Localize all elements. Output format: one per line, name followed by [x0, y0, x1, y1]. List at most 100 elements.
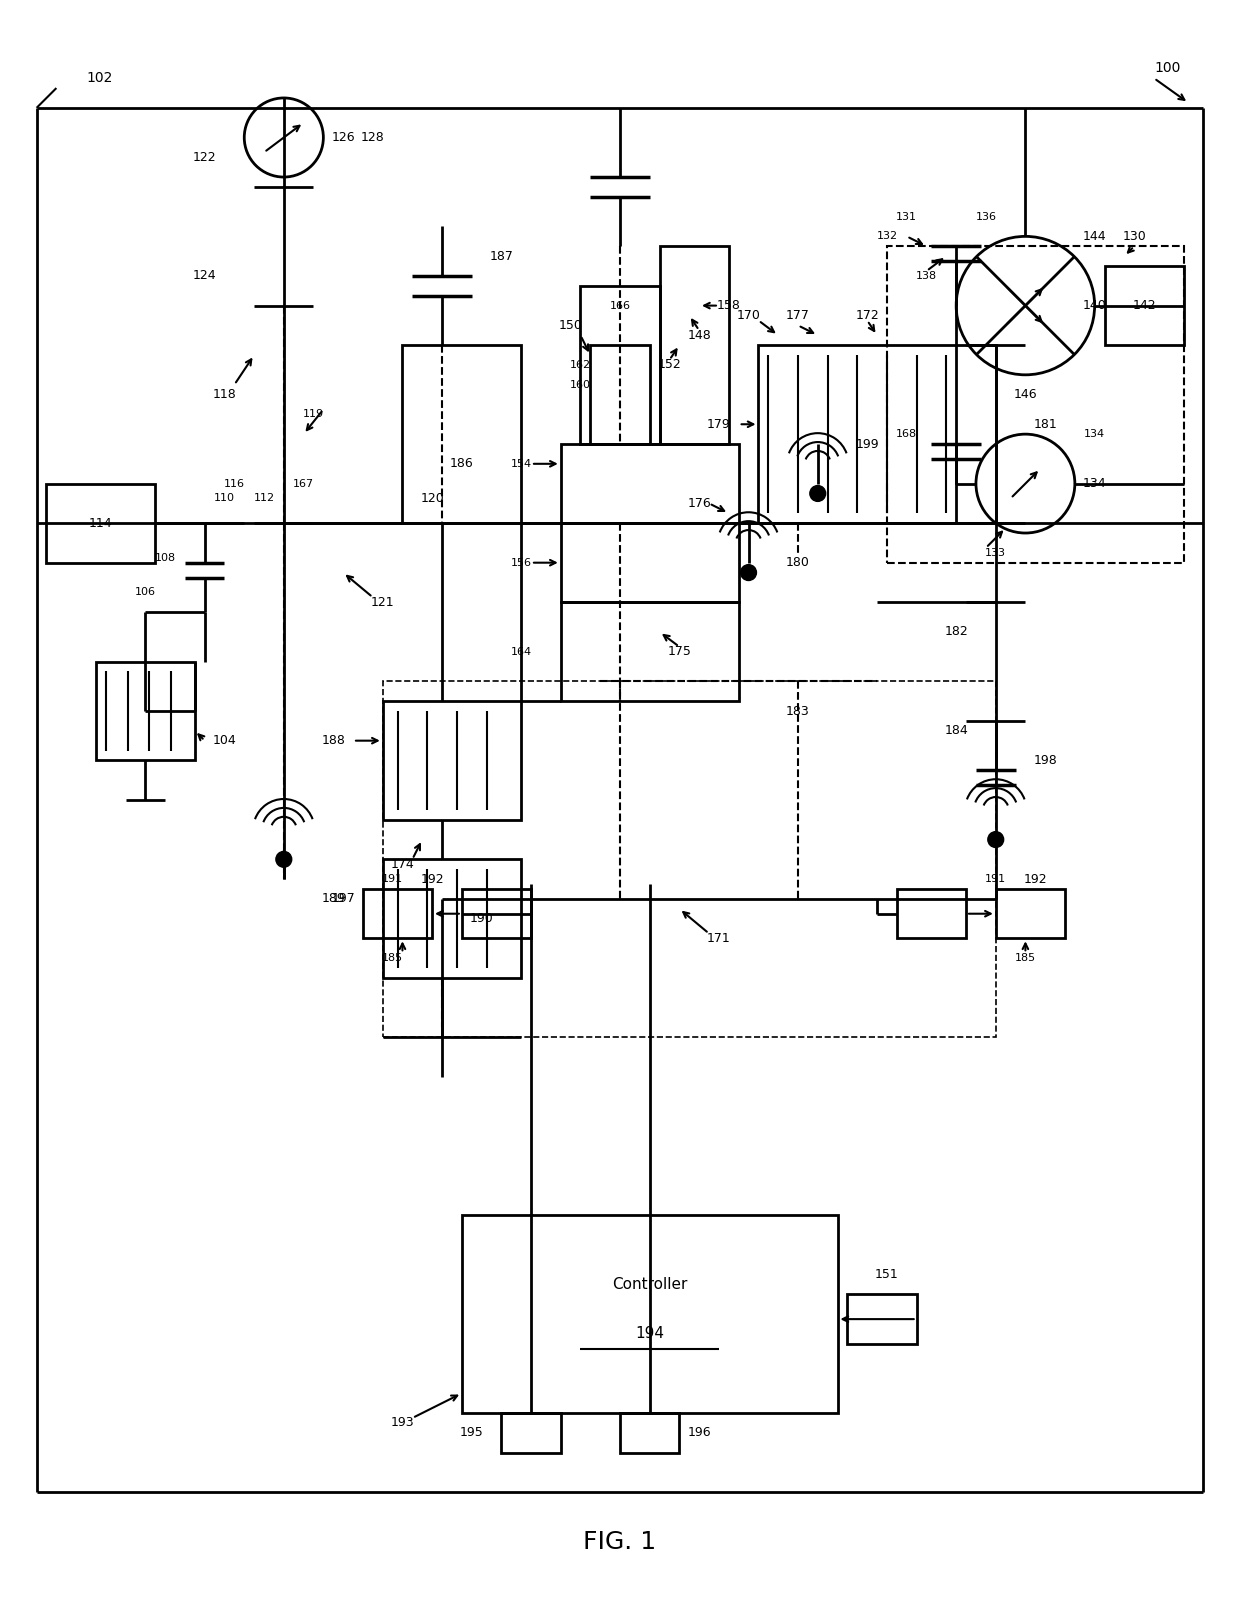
Bar	[560, 602, 739, 701]
Bar	[403, 346, 521, 523]
Bar	[897, 890, 966, 939]
Text: 188: 188	[321, 734, 345, 747]
Text: 124: 124	[193, 269, 217, 283]
Text: 195: 195	[460, 1426, 484, 1440]
Text: 187: 187	[490, 250, 513, 262]
Bar	[560, 445, 739, 523]
Text: 126: 126	[331, 131, 355, 144]
Text: 154: 154	[511, 459, 532, 469]
Text: 177: 177	[786, 309, 810, 322]
Text: 110: 110	[215, 493, 236, 504]
Text: 168: 168	[897, 429, 918, 438]
Text: 130: 130	[1122, 230, 1146, 243]
Text: 108: 108	[155, 552, 176, 563]
Circle shape	[275, 851, 291, 867]
Text: 179: 179	[707, 418, 730, 430]
Text: 131: 131	[897, 211, 918, 222]
Text: 144: 144	[1083, 230, 1106, 243]
Bar	[363, 890, 432, 939]
Bar	[847, 1294, 916, 1344]
Bar	[620, 1413, 680, 1453]
Text: 189: 189	[321, 893, 345, 906]
Text: 132: 132	[877, 232, 898, 242]
Text: 119: 119	[303, 410, 324, 419]
Text: 170: 170	[737, 309, 760, 322]
Text: 100: 100	[1154, 61, 1180, 75]
Text: 182: 182	[945, 626, 968, 638]
Text: 146: 146	[1013, 389, 1037, 402]
Text: FIG. 1: FIG. 1	[584, 1530, 656, 1554]
Text: 175: 175	[667, 645, 691, 658]
Text: 164: 164	[511, 646, 532, 656]
Text: 156: 156	[511, 558, 532, 568]
Bar	[580, 286, 660, 445]
Text: 136: 136	[976, 211, 997, 222]
Text: 176: 176	[687, 498, 711, 510]
Text: 172: 172	[856, 309, 879, 322]
Text: 180: 180	[786, 557, 810, 570]
Bar	[560, 523, 739, 602]
Text: 197: 197	[331, 893, 355, 906]
Text: Controller: Controller	[613, 1277, 687, 1293]
Text: 192: 192	[420, 872, 444, 886]
Text: 194: 194	[635, 1326, 665, 1341]
Text: 138: 138	[916, 270, 937, 282]
Bar	[383, 701, 521, 819]
Text: 192: 192	[1023, 872, 1047, 886]
Circle shape	[740, 565, 756, 581]
Bar	[383, 859, 521, 978]
Text: 114: 114	[89, 517, 113, 530]
Text: 191: 191	[382, 874, 403, 885]
Bar	[590, 346, 650, 445]
Text: 185: 185	[1014, 954, 1035, 963]
Bar	[996, 890, 1065, 939]
Text: 184: 184	[945, 725, 968, 738]
Text: 151: 151	[875, 1269, 899, 1282]
Text: 160: 160	[570, 379, 591, 390]
Bar	[660, 246, 729, 445]
Text: 122: 122	[193, 150, 217, 163]
Text: 128: 128	[361, 131, 384, 144]
Bar	[1105, 266, 1184, 346]
Text: 140: 140	[1083, 299, 1106, 312]
Bar	[759, 346, 996, 523]
Text: 193: 193	[391, 1416, 414, 1429]
Text: 162: 162	[570, 360, 591, 370]
Bar	[461, 890, 531, 939]
Bar	[46, 483, 155, 563]
Text: 166: 166	[610, 301, 630, 310]
Text: 112: 112	[253, 493, 274, 504]
Text: 191: 191	[986, 874, 1007, 885]
Text: 190: 190	[470, 912, 494, 925]
Bar	[501, 1413, 560, 1453]
Circle shape	[988, 832, 1003, 848]
Bar	[461, 1216, 837, 1413]
Text: 134: 134	[1083, 477, 1106, 490]
Text: 185: 185	[382, 954, 403, 963]
Text: 102: 102	[86, 70, 113, 85]
Text: 120: 120	[420, 491, 444, 506]
Text: 198: 198	[1033, 754, 1056, 766]
Text: 116: 116	[224, 478, 244, 488]
Text: 152: 152	[657, 358, 681, 371]
Text: 104: 104	[212, 734, 237, 747]
Text: 158: 158	[717, 299, 740, 312]
Text: 106: 106	[135, 587, 156, 597]
Text: 196: 196	[687, 1426, 711, 1440]
Text: 181: 181	[1033, 418, 1056, 430]
Text: 199: 199	[856, 437, 879, 451]
Text: 167: 167	[293, 478, 314, 488]
Text: 150: 150	[559, 318, 583, 331]
Text: 174: 174	[391, 858, 414, 870]
Text: 186: 186	[450, 458, 474, 470]
Text: 148: 148	[687, 328, 711, 342]
Bar	[887, 246, 1184, 563]
Text: 121: 121	[371, 595, 394, 608]
Bar	[95, 661, 195, 760]
Text: 133: 133	[986, 547, 1006, 558]
Text: 142: 142	[1132, 299, 1156, 312]
Text: 183: 183	[786, 704, 810, 717]
Bar	[383, 682, 996, 1037]
Text: 171: 171	[707, 931, 730, 946]
Text: 118: 118	[212, 389, 237, 402]
